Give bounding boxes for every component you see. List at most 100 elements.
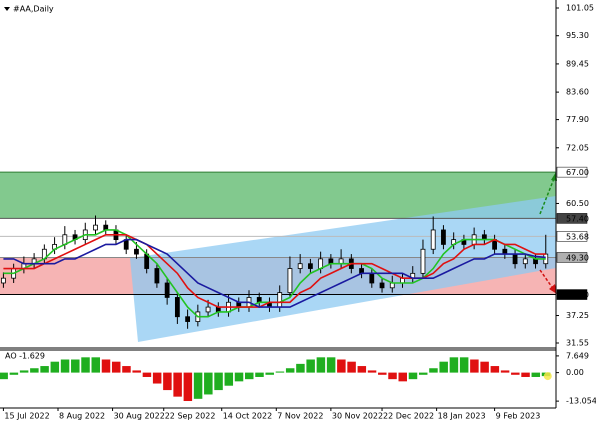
candle-body xyxy=(430,229,436,250)
ao-bar xyxy=(40,366,49,373)
level-box xyxy=(556,213,588,224)
up-arrow xyxy=(539,175,556,215)
ao-bar xyxy=(0,372,8,380)
candle-body xyxy=(93,224,98,231)
ao-bar xyxy=(418,372,428,375)
y-tick-label: 77.90 xyxy=(566,115,589,124)
ao-bar xyxy=(245,372,254,380)
x-tick-label: 30 Nov 2022 xyxy=(332,412,383,421)
ao-bar xyxy=(173,372,182,397)
ao-bar xyxy=(347,361,356,373)
ao-bar xyxy=(9,372,19,375)
candle-body xyxy=(297,263,303,269)
plot xyxy=(0,171,556,329)
ao-y-tick-label: 7.649 xyxy=(566,351,589,360)
ao-bar xyxy=(265,372,274,375)
ao-y-tick-label: 0.00 xyxy=(566,368,584,377)
candle-body xyxy=(441,229,446,245)
level-box xyxy=(556,231,588,242)
ao-bar xyxy=(183,372,193,402)
ao-bar xyxy=(398,372,408,382)
y-tick-label: 83.60 xyxy=(566,88,589,97)
ao-bar xyxy=(285,368,295,373)
x-tick-label: 14 Oct 2022 xyxy=(223,412,272,421)
ao-title: AO -1.629 xyxy=(5,352,45,361)
ao-bar xyxy=(388,372,397,380)
x-tick-label: 22 Dec 2022 xyxy=(383,412,434,421)
x-tick-label: 15 Jul 2022 xyxy=(4,412,49,421)
ao-bar xyxy=(152,372,162,384)
level-label: 53.68 xyxy=(566,232,589,241)
ao-bar xyxy=(132,370,141,373)
chart-title: #AA,Daily xyxy=(13,5,54,14)
ao-y-tick-label: -13.054 xyxy=(566,397,596,406)
ao-bar xyxy=(19,370,29,373)
level-label: 57.40 xyxy=(566,214,589,223)
ao-bar xyxy=(490,366,500,373)
candle-body xyxy=(277,292,283,308)
ao-bar xyxy=(255,372,264,377)
ao-bar xyxy=(470,359,479,373)
candle-body xyxy=(512,253,518,265)
y-tick-label: 101.05 xyxy=(566,4,594,13)
ao-bar xyxy=(500,370,510,373)
ao-bar xyxy=(367,370,377,373)
ao-bar xyxy=(511,372,520,375)
x-tick-label: 22 Sep 2022 xyxy=(165,412,216,421)
ao-bar xyxy=(531,372,541,377)
level-box xyxy=(556,289,588,300)
y-tick-label: 72.05 xyxy=(566,143,589,152)
ao-bar xyxy=(30,368,39,373)
y-tick-label: 89.45 xyxy=(566,59,589,68)
candle-body xyxy=(134,248,139,255)
ao-bar xyxy=(449,357,459,373)
ao-bar xyxy=(316,357,326,373)
ao-bar xyxy=(429,368,438,373)
ao-bar xyxy=(60,359,70,373)
moving-average xyxy=(3,233,546,308)
y-tick-label: 60.50 xyxy=(566,199,589,208)
ao-bar xyxy=(234,372,244,382)
ao-bar xyxy=(50,361,60,373)
x-tick-label: 30 Aug 2022 xyxy=(114,412,165,421)
ao-bar xyxy=(122,366,131,373)
candle-body xyxy=(379,282,385,289)
candle-body xyxy=(205,306,211,313)
level-label: 49.30 xyxy=(566,253,589,262)
ao-bar xyxy=(326,357,336,373)
ao-bar xyxy=(459,357,469,373)
level-box xyxy=(556,166,588,178)
menu-triangle[interactable] xyxy=(4,7,10,11)
candle-body xyxy=(522,258,528,265)
down-arrow-head xyxy=(549,284,557,294)
ao-bar xyxy=(378,372,387,375)
ao-bar xyxy=(81,357,90,373)
y-tick-label: 37.25 xyxy=(566,311,589,320)
candle-body xyxy=(164,282,170,298)
ao-marker xyxy=(543,372,552,381)
level-box xyxy=(556,252,588,263)
ao-bar xyxy=(91,357,101,373)
level-label: 41.60 xyxy=(566,291,589,300)
ao-bar xyxy=(101,359,111,373)
candle-body xyxy=(174,297,180,318)
ao-bar xyxy=(306,359,315,373)
ao-bar xyxy=(214,372,223,391)
ao-bar xyxy=(204,372,213,395)
ao-bar xyxy=(357,366,367,373)
ao-bar xyxy=(408,372,418,380)
ao-bar xyxy=(71,359,80,373)
x-tick-label: 7 Nov 2022 xyxy=(277,412,323,421)
down-arrow xyxy=(539,269,555,291)
candle-body xyxy=(154,268,160,284)
y-tick-label: 31.55 xyxy=(566,338,589,347)
ao-bar xyxy=(439,361,448,373)
ao-bar xyxy=(480,361,489,373)
x-tick-label: 8 Aug 2022 xyxy=(59,412,105,421)
x-tick-label: 9 Feb 2023 xyxy=(496,412,541,421)
ao-bar xyxy=(337,359,346,373)
ao-bar xyxy=(142,372,152,377)
ao-bar xyxy=(296,363,305,373)
